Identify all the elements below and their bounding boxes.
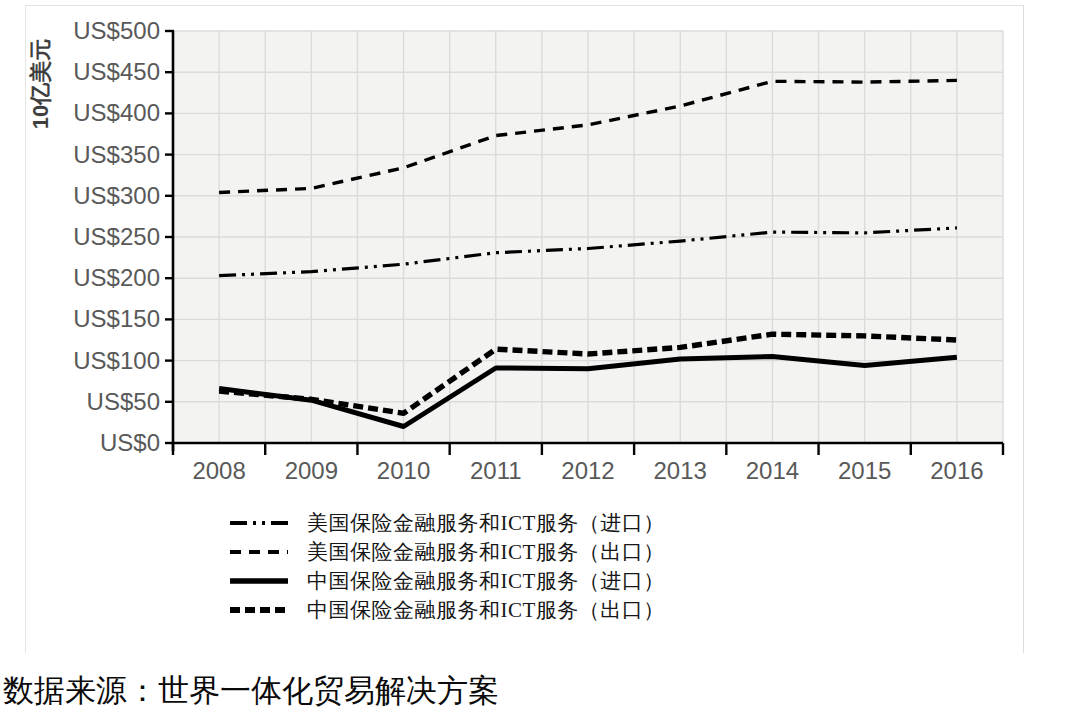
x-tick-label: 2012 bbox=[561, 457, 614, 484]
chart-legend: 美国保险金融服务和ICT服务（进口） 美国保险金融服务和ICT服务（出口） 中国… bbox=[228, 508, 665, 624]
x-tick-label: 2010 bbox=[377, 457, 430, 484]
legend-item-china-exports: 中国保险金融服务和ICT服务（出口） bbox=[228, 595, 665, 624]
y-tick-label: US$150 bbox=[73, 305, 160, 332]
y-tick-label: US$200 bbox=[73, 264, 160, 291]
x-tick-label: 2008 bbox=[192, 457, 245, 484]
legend-item-us-exports: 美国保险金融服务和ICT服务（出口） bbox=[228, 537, 665, 566]
x-tick-label: 2011 bbox=[470, 457, 522, 484]
y-tick-label: US$100 bbox=[73, 347, 160, 374]
y-tick-label: US$350 bbox=[73, 141, 160, 168]
y-tick-label: US$450 bbox=[73, 58, 160, 85]
y-tick-label: US$50 bbox=[87, 388, 160, 415]
legend-item-us-imports: 美国保险金融服务和ICT服务（进口） bbox=[228, 508, 665, 537]
legend-item-china-imports: 中国保险金融服务和ICT服务（进口） bbox=[228, 566, 665, 595]
legend-marker-bold-dashed-icon bbox=[228, 603, 290, 617]
chart-figure: US$0 US$50 US$100 US$150 US$200 US$250 US$300 U… bbox=[0, 0, 1080, 725]
legend-label: 美国保险金融服务和ICT服务（出口） bbox=[307, 538, 665, 566]
y-axis-title: 10亿美元 bbox=[28, 39, 53, 129]
x-tick-label: 2014 bbox=[746, 457, 799, 484]
legend-label: 美国保险金融服务和ICT服务（进口） bbox=[307, 509, 665, 537]
legend-label: 中国保险金融服务和ICT服务（进口） bbox=[307, 567, 665, 595]
y-tick-label: US$0 bbox=[100, 429, 160, 456]
y-tick-label: US$250 bbox=[73, 223, 160, 250]
x-tick-label: 2015 bbox=[838, 457, 891, 484]
x-tick-label: 2009 bbox=[285, 457, 338, 484]
source-note: 数据来源：世界一体化贸易解决方案 bbox=[3, 670, 499, 712]
legend-marker-solid-icon bbox=[228, 574, 290, 588]
legend-label: 中国保险金融服务和ICT服务（出口） bbox=[307, 596, 665, 624]
legend-marker-dash-dot-dot-icon bbox=[228, 516, 290, 530]
x-tick-label: 2013 bbox=[654, 457, 707, 484]
y-tick-label: US$500 bbox=[73, 17, 160, 44]
y-tick-label: US$300 bbox=[73, 182, 160, 209]
legend-marker-dashed-icon bbox=[228, 545, 290, 559]
x-tick-label: 2016 bbox=[930, 457, 983, 484]
y-tick-label: US$400 bbox=[73, 99, 160, 126]
